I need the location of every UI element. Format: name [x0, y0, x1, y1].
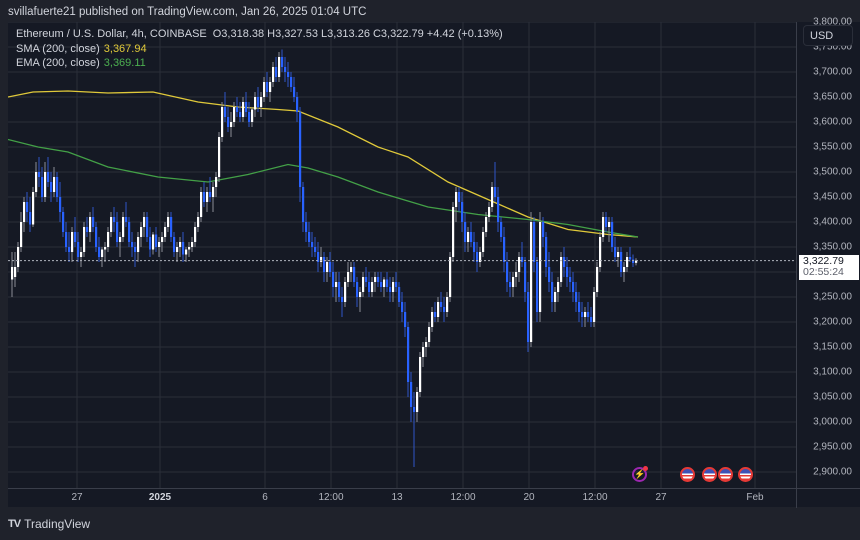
price-tick: 3,250.00 [813, 291, 852, 303]
bar-countdown: 02:55:24 [803, 266, 844, 279]
us-flag-event-icon[interactable] [680, 467, 695, 482]
us-flag-event-icon[interactable] [702, 467, 717, 482]
time-tick: Feb [746, 492, 764, 503]
symbol-title[interactable]: Ethereum / U.S. Dollar, 4h, COINBASE [16, 28, 207, 40]
sma-label[interactable]: SMA (200, close) [16, 42, 100, 55]
price-tick: 3,750.00 [813, 41, 852, 53]
tradingview-logo-icon: TV [8, 518, 21, 530]
currency-button[interactable]: USD [803, 25, 853, 46]
time-axis[interactable]: 27 2025 6 12:00 13 12:00 20 12:00 27 Feb [8, 488, 860, 508]
us-flag-event-icon[interactable] [738, 467, 753, 482]
chart-container[interactable]: Ethereum / U.S. Dollar, 4h, COINBASE O3,3… [7, 17, 860, 508]
chart-legend: Ethereum / U.S. Dollar, 4h, COINBASE O3,3… [16, 27, 503, 71]
current-price-label: 3,322.79 02:55:24 [799, 254, 859, 280]
price-axis[interactable]: 3,800.00 3,750.00 3,700.00 3,650.00 3,600.00… [796, 17, 860, 488]
price-tick: 3,650.00 [813, 91, 852, 103]
time-tick: 12:00 [318, 492, 344, 503]
moving-average-lines [7, 90, 639, 238]
price-tick: 3,450.00 [813, 191, 852, 203]
time-tick: 12:00 [450, 492, 476, 503]
plot-area[interactable]: Ethereum / U.S. Dollar, 4h, COINBASE O3,3… [7, 21, 796, 488]
price-tick: 2,950.00 [813, 441, 852, 453]
price-tick: 3,550.00 [813, 141, 852, 153]
current-price: 3,322.79 [803, 254, 844, 267]
time-tick: 13 [391, 492, 403, 503]
price-tick: 3,000.00 [813, 416, 852, 428]
price-tick: 3,400.00 [813, 216, 852, 228]
ohlc-values: O3,318.38 H3,327.53 L3,313.26 C3,322.79 … [212, 28, 503, 40]
grid-lines [8, 21, 796, 488]
price-tick: 2,900.00 [813, 466, 852, 478]
time-tick: 6 [262, 492, 268, 503]
price-tick: 3,800.00 [813, 16, 852, 28]
price-tick: 3,700.00 [813, 66, 852, 78]
lightning-event-icon[interactable]: ⚡ [632, 466, 648, 482]
price-tick: 3,050.00 [813, 391, 852, 403]
time-tick: 27 [71, 492, 83, 503]
candlestick-chart[interactable] [7, 21, 796, 488]
ema-value: 3,369.11 [103, 57, 146, 69]
price-tick: 3,350.00 [813, 241, 852, 253]
brand-name: TradingView [24, 517, 91, 531]
us-flag-event-icon[interactable] [718, 467, 733, 482]
publisher-line: svillafuerte21 published on TradingView.… [8, 6, 367, 18]
time-tick: 20 [523, 492, 535, 503]
price-tick: 3,100.00 [813, 366, 852, 378]
sma-value: 3,367.94 [103, 42, 147, 55]
price-tick: 3,600.00 [813, 116, 852, 128]
axis-corner [796, 489, 797, 508]
candles [11, 49, 638, 467]
price-tick: 3,200.00 [813, 316, 852, 328]
time-tick: 12:00 [582, 492, 608, 503]
ema-label[interactable]: EMA (200, close) [16, 57, 100, 69]
time-tick: 2025 [148, 492, 172, 503]
footer-brand[interactable]: TV TradingView [8, 517, 90, 531]
events-row: ⚡ [8, 466, 796, 485]
price-tick: 3,500.00 [813, 166, 852, 178]
time-tick: 27 [655, 492, 667, 503]
price-tick: 3,150.00 [813, 341, 852, 353]
